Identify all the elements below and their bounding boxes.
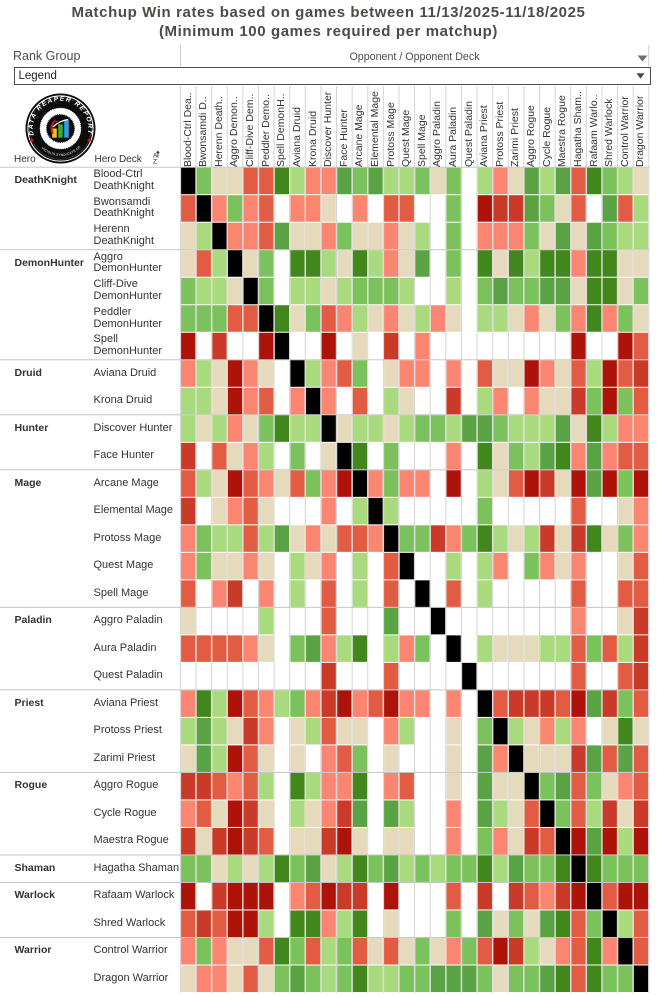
svg-text:Z: Z xyxy=(153,159,157,166)
svg-text:A: A xyxy=(153,153,158,160)
